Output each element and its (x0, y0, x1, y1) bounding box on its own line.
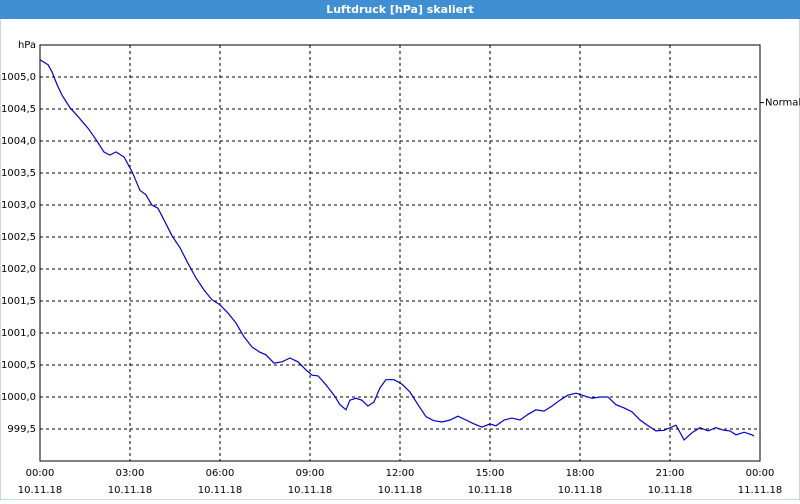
x-tick-date: 10.11.18 (18, 485, 63, 496)
y-tick-label: 1003,0 (1, 200, 36, 211)
x-tick-label: 15:00 (476, 468, 505, 479)
x-tick-label: 06:00 (206, 468, 235, 479)
x-tick-date: 10.11.18 (648, 485, 693, 496)
x-tick-date: 10.11.18 (558, 485, 603, 496)
y-tick-label: 1003,5 (1, 168, 36, 179)
x-tick-label: 09:00 (296, 468, 325, 479)
y-tick-label: 1001,0 (1, 328, 36, 339)
x-tick-label: 12:00 (386, 468, 415, 479)
y-axis-label: hPa (18, 40, 36, 51)
x-tick-label: 00:00 (746, 468, 775, 479)
x-tick-date: 10.11.18 (198, 485, 243, 496)
x-tick-label: 21:00 (656, 468, 685, 479)
y-tick-label: 1002,0 (1, 264, 36, 275)
chart-title: Luftdruck [hPa] skaliert (326, 3, 474, 16)
x-tick-label: 03:00 (116, 468, 145, 479)
y-tick-label: 1001,5 (1, 296, 36, 307)
x-tick-label: 18:00 (566, 468, 595, 479)
x-tick-date: 10.11.18 (288, 485, 333, 496)
x-tick-date: 10.11.18 (468, 485, 513, 496)
reference-label: Normal (765, 98, 800, 109)
y-tick-label: 1004,5 (1, 104, 36, 115)
x-tick-date: 11.11.18 (738, 485, 783, 496)
y-tick-label: 1004,0 (1, 136, 36, 147)
y-tick-label: 1005,0 (1, 72, 36, 83)
y-tick-label: 1000,5 (1, 360, 36, 371)
plot-border (39, 44, 761, 462)
x-tick-label: 00:00 (26, 468, 55, 479)
y-tick-label: 999,5 (7, 424, 36, 435)
pressure-line (39, 59, 755, 441)
x-tick-date: 10.11.18 (108, 485, 153, 496)
y-tick-label: 1002,5 (1, 232, 36, 243)
title-bar (0, 0, 800, 19)
x-tick-date: 10.11.18 (378, 485, 423, 496)
y-tick-label: 1000,0 (1, 392, 36, 403)
